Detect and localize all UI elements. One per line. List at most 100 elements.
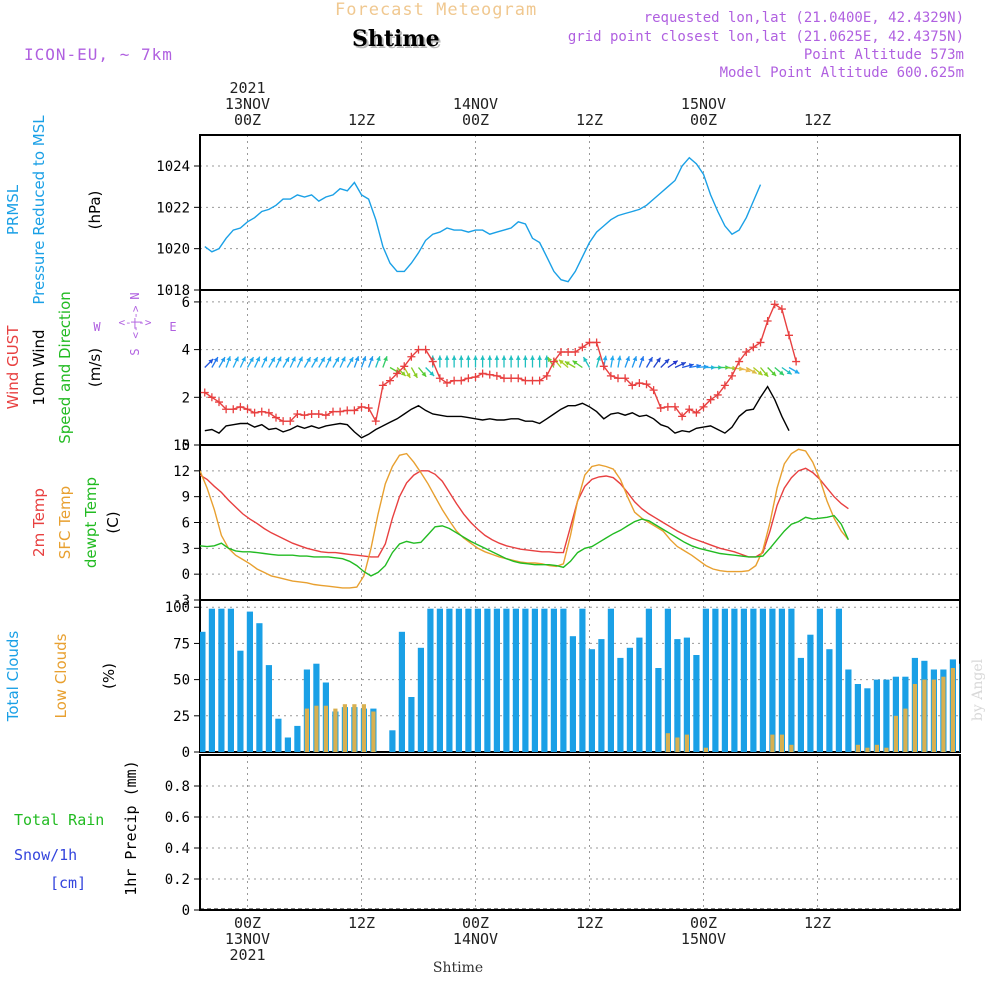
time-label-top: 12Z bbox=[348, 111, 375, 129]
wind-arrow-head bbox=[368, 356, 374, 362]
cloud-bar-total-clouds bbox=[560, 608, 567, 752]
cloud-bar-total-clouds bbox=[588, 649, 595, 752]
side-label: Speed and Direction bbox=[56, 291, 74, 444]
side-label: Pressure Reduced to MSL bbox=[30, 115, 48, 305]
cloud-bar-total-clouds bbox=[626, 647, 633, 752]
wind-arrow-head bbox=[465, 355, 471, 360]
cloud-bar-low-clouds bbox=[665, 733, 670, 752]
wind-arrow-head bbox=[648, 357, 653, 363]
wind-arrow-head bbox=[383, 356, 388, 362]
cloud-bar-total-clouds bbox=[484, 608, 491, 752]
wind-arrow bbox=[282, 356, 290, 368]
y-tick-label: 75 bbox=[173, 636, 190, 652]
cloud-bar-total-clouds bbox=[465, 608, 472, 752]
time-label-top: 13NOV bbox=[225, 95, 270, 113]
time-label-bottom: 12Z bbox=[576, 914, 603, 932]
wind-arrow-head bbox=[270, 357, 275, 363]
time-label-bottom: 00Z bbox=[690, 914, 717, 932]
cloud-bar-low-clouds bbox=[941, 676, 946, 752]
wind-arrow-head bbox=[400, 371, 406, 376]
wind-arrow bbox=[530, 355, 535, 368]
wind-arrow bbox=[745, 366, 757, 375]
side-label: (%) bbox=[100, 663, 118, 689]
gust-marker bbox=[386, 376, 394, 385]
wind-arrow bbox=[261, 356, 268, 368]
gust-marker bbox=[378, 381, 387, 390]
gust-marker bbox=[728, 371, 736, 380]
wind-arrow bbox=[396, 367, 407, 377]
panel-temperature: -3 0 3 6 9 12 15 bbox=[173, 438, 961, 609]
cloud-bar-low-clouds bbox=[684, 734, 689, 752]
time-label-top: 00Z bbox=[234, 111, 261, 129]
wind-arrow bbox=[660, 358, 670, 368]
wind-arrow-head bbox=[508, 355, 514, 360]
wind-arrow-head bbox=[583, 357, 588, 363]
time-label-top: 15NOV bbox=[681, 95, 726, 113]
wind-arrow-head bbox=[405, 372, 411, 378]
gust-marker bbox=[243, 405, 252, 414]
time-label-bottom: 12Z bbox=[804, 914, 831, 932]
series-line-2m-temp bbox=[200, 467, 849, 558]
wind-arrow bbox=[232, 356, 239, 368]
cloud-bar-low-clouds bbox=[779, 734, 784, 752]
cloud-bar-low-clouds bbox=[323, 705, 328, 752]
cloud-bar-total-clouds bbox=[531, 608, 538, 752]
gust-marker bbox=[450, 376, 459, 385]
wind-arrow bbox=[368, 356, 374, 368]
wind-arrow bbox=[346, 356, 354, 368]
cloud-bar-low-clouds bbox=[893, 715, 898, 752]
cloud-bar-total-clouds bbox=[512, 608, 519, 752]
wind-arrow-head bbox=[291, 356, 296, 362]
time-label-bottom: 15NOV bbox=[681, 930, 726, 948]
gust-marker bbox=[742, 348, 751, 356]
wind-arrow bbox=[674, 361, 687, 369]
gust-marker bbox=[236, 402, 245, 411]
gust-marker bbox=[492, 371, 501, 380]
wind-arrow-head bbox=[564, 361, 570, 366]
y-tick-label: 1020 bbox=[156, 242, 190, 258]
y-tick-label: 25 bbox=[173, 709, 190, 725]
cloud-bar-total-clouds bbox=[256, 623, 263, 752]
cloud-bar-total-clouds bbox=[826, 649, 833, 752]
wind-arrow bbox=[501, 355, 507, 368]
gust-marker bbox=[713, 390, 722, 399]
y-tick-label: 1024 bbox=[156, 159, 190, 175]
cloud-bar-total-clouds bbox=[636, 637, 643, 752]
wind-arrow bbox=[239, 356, 247, 368]
cloud-bars bbox=[200, 608, 960, 752]
cloud-bar-total-clouds bbox=[873, 679, 880, 752]
panel-wind: 0 2 4 6 bbox=[182, 289, 961, 454]
gust-marker bbox=[307, 410, 316, 418]
y-tick-label: -3 bbox=[173, 593, 190, 609]
gust-marker bbox=[507, 374, 516, 383]
wind-arrow bbox=[547, 356, 555, 368]
cloud-bar-total-clouds bbox=[816, 608, 823, 752]
wind-arrow-head bbox=[609, 355, 615, 361]
cloud-bar-low-clouds bbox=[333, 708, 338, 752]
gust-marker bbox=[300, 411, 309, 420]
gust-marker bbox=[649, 386, 658, 395]
wind-arrow-head bbox=[522, 355, 528, 360]
wind-arrow bbox=[246, 356, 255, 368]
cloud-bar-total-clouds bbox=[455, 608, 462, 752]
cloud-bar-low-clouds bbox=[314, 705, 319, 752]
wind-arrow bbox=[403, 367, 411, 379]
wind-arrow-head bbox=[656, 357, 661, 363]
gust-marker bbox=[592, 338, 601, 347]
gust-marker bbox=[336, 407, 345, 416]
gust-marker bbox=[279, 417, 288, 426]
y-tick-label: 0 bbox=[182, 745, 190, 761]
wind-arrow-head bbox=[794, 369, 800, 374]
wind-arrow bbox=[564, 360, 576, 369]
wind-arrow bbox=[275, 356, 282, 368]
cloud-bar-low-clouds bbox=[912, 684, 917, 752]
time-label-bottom: 14NOV bbox=[453, 930, 498, 948]
gust-marker bbox=[371, 417, 380, 426]
side-label: 1hr Precip (mm) bbox=[122, 760, 140, 895]
wind-arrow-head bbox=[458, 355, 464, 360]
y-tick-label: 0.4 bbox=[165, 841, 190, 857]
cloud-bar-total-clouds bbox=[693, 655, 700, 752]
gust-marker bbox=[599, 362, 608, 371]
wind-arrow bbox=[487, 355, 493, 368]
